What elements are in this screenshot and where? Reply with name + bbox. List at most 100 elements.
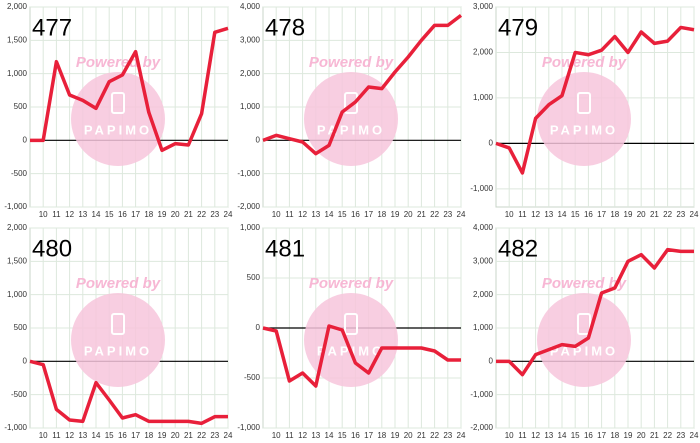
chart-title: 477 bbox=[32, 14, 72, 41]
watermark-logo: PAPIMO bbox=[550, 122, 618, 137]
y-tick-label: 2,000 bbox=[240, 69, 261, 78]
x-tick-label: 23 bbox=[443, 210, 452, 219]
x-tick-label: 13 bbox=[78, 210, 87, 219]
x-tick-label: 10 bbox=[272, 431, 281, 440]
x-tick-label: 22 bbox=[430, 431, 439, 440]
x-tick-label: 11 bbox=[518, 431, 527, 440]
y-tick-label: -500 bbox=[11, 169, 28, 178]
x-tick-label: 21 bbox=[417, 210, 426, 219]
x-tick-label: 19 bbox=[391, 210, 400, 219]
data-line bbox=[496, 247, 694, 377]
x-tick-label: 10 bbox=[505, 431, 514, 440]
x-tick-label: 19 bbox=[624, 431, 633, 440]
x-tick-label: 12 bbox=[531, 431, 540, 440]
x-tick-label: 23 bbox=[210, 210, 219, 219]
x-tick-label: 23 bbox=[676, 431, 685, 440]
x-tick-label: 22 bbox=[663, 210, 672, 219]
x-tick-label: 21 bbox=[184, 431, 193, 440]
x-tick-label: 20 bbox=[171, 431, 180, 440]
x-tick-label: 15 bbox=[105, 210, 114, 219]
x-tick-label: 13 bbox=[311, 431, 320, 440]
y-tick-label: -1,000 bbox=[470, 184, 493, 193]
chart-title: 482 bbox=[498, 235, 538, 262]
chart-title: 481 bbox=[265, 235, 305, 262]
x-tick-label: 16 bbox=[584, 431, 593, 440]
x-tick-label: 18 bbox=[610, 210, 619, 219]
watermark-circle bbox=[71, 72, 165, 166]
x-tick-label: 11 bbox=[518, 210, 527, 219]
y-tick-label: 1,500 bbox=[7, 256, 28, 265]
y-tick-label: -2,000 bbox=[237, 202, 260, 211]
x-tick-label: 11 bbox=[52, 210, 61, 219]
x-tick-label: 10 bbox=[39, 431, 48, 440]
x-tick-label: 19 bbox=[624, 210, 633, 219]
y-tick-label: 1,000 bbox=[240, 102, 261, 111]
y-tick-label: -500 bbox=[11, 390, 28, 399]
x-tick-label: 10 bbox=[505, 210, 514, 219]
x-tick-label: 16 bbox=[584, 210, 593, 219]
x-tick-label: 18 bbox=[377, 431, 386, 440]
x-tick-label: 12 bbox=[298, 431, 307, 440]
x-tick-label: 23 bbox=[210, 431, 219, 440]
chart-panel: 10 11 12 13 14 15 16 17 18 19 20 21 22 23 24 -2,000 -1,0… bbox=[470, 223, 699, 440]
x-tick-label: 22 bbox=[197, 431, 206, 440]
y-tick-label: 2,000 bbox=[473, 48, 494, 57]
y-tick-label: 3,000 bbox=[473, 2, 494, 11]
y-tick-label: -1,000 bbox=[4, 423, 27, 432]
chart-title: 478 bbox=[265, 14, 305, 41]
data-line bbox=[262, 324, 461, 388]
x-tick-label: 16 bbox=[351, 431, 360, 440]
watermark-text: Powered by bbox=[76, 54, 161, 71]
y-tick-label: 2,000 bbox=[7, 2, 28, 11]
x-tick-label: 19 bbox=[158, 210, 167, 219]
x-tick-label: 13 bbox=[544, 210, 553, 219]
x-tick-label: 16 bbox=[118, 210, 127, 219]
y-tick-label: 0 bbox=[256, 135, 261, 144]
y-tick-label: 2,000 bbox=[7, 223, 28, 232]
chart-panel: 10 11 12 13 14 15 16 17 18 19 20 21 22 23 24 -1,000 -500… bbox=[237, 223, 466, 440]
x-tick-label: 14 bbox=[558, 210, 567, 219]
y-tick-label: 0 bbox=[256, 323, 261, 332]
watermark-text: Powered by bbox=[76, 275, 161, 292]
chart-panel: 10 11 12 13 14 15 16 17 18 19 20 21 22 23 24 -1,000 -500… bbox=[4, 2, 233, 219]
y-tick-label: 0 bbox=[23, 135, 28, 144]
watermark-icon bbox=[577, 92, 591, 114]
x-tick-label: 17 bbox=[131, 431, 140, 440]
x-tick-label: 17 bbox=[131, 210, 140, 219]
y-tick-label: -2,000 bbox=[470, 423, 493, 432]
x-tick-label: 24 bbox=[224, 431, 233, 440]
y-tick-label: -1,000 bbox=[237, 169, 260, 178]
watermark-text: Powered by bbox=[309, 275, 394, 292]
x-tick-label: 20 bbox=[637, 210, 646, 219]
data-line bbox=[262, 13, 463, 156]
x-tick-label: 19 bbox=[391, 431, 400, 440]
chart-panel: 10 11 12 13 14 15 16 17 18 19 20 21 22 23 24 -1,000 0 1,0… bbox=[470, 2, 699, 219]
y-tick-label: 1,000 bbox=[7, 69, 28, 78]
x-tick-label: 21 bbox=[417, 431, 426, 440]
x-tick-label: 20 bbox=[637, 431, 646, 440]
watermark-icon bbox=[344, 313, 358, 335]
x-tick-label: 17 bbox=[364, 210, 373, 219]
x-tick-label: 20 bbox=[171, 210, 180, 219]
watermark-text: Powered by bbox=[542, 275, 627, 292]
x-tick-label: 20 bbox=[404, 431, 413, 440]
y-tick-label: 1,000 bbox=[240, 223, 261, 232]
x-tick-label: 15 bbox=[571, 431, 580, 440]
chart-title: 480 bbox=[32, 235, 72, 262]
y-tick-label: -1,000 bbox=[4, 202, 27, 211]
x-tick-label: 20 bbox=[404, 210, 413, 219]
x-tick-label: 17 bbox=[364, 431, 373, 440]
y-tick-label: -500 bbox=[244, 373, 261, 382]
y-tick-label: 1,500 bbox=[7, 35, 28, 44]
x-tick-label: 21 bbox=[650, 431, 659, 440]
x-tick-label: 12 bbox=[65, 431, 74, 440]
watermark-circle bbox=[304, 72, 398, 166]
y-tick-label: 500 bbox=[14, 323, 28, 332]
x-tick-label: 14 bbox=[92, 210, 101, 219]
x-tick-label: 18 bbox=[144, 210, 153, 219]
y-tick-label: 500 bbox=[14, 102, 28, 111]
x-tick-label: 15 bbox=[571, 210, 580, 219]
watermark-logo: PAPIMO bbox=[317, 122, 385, 137]
